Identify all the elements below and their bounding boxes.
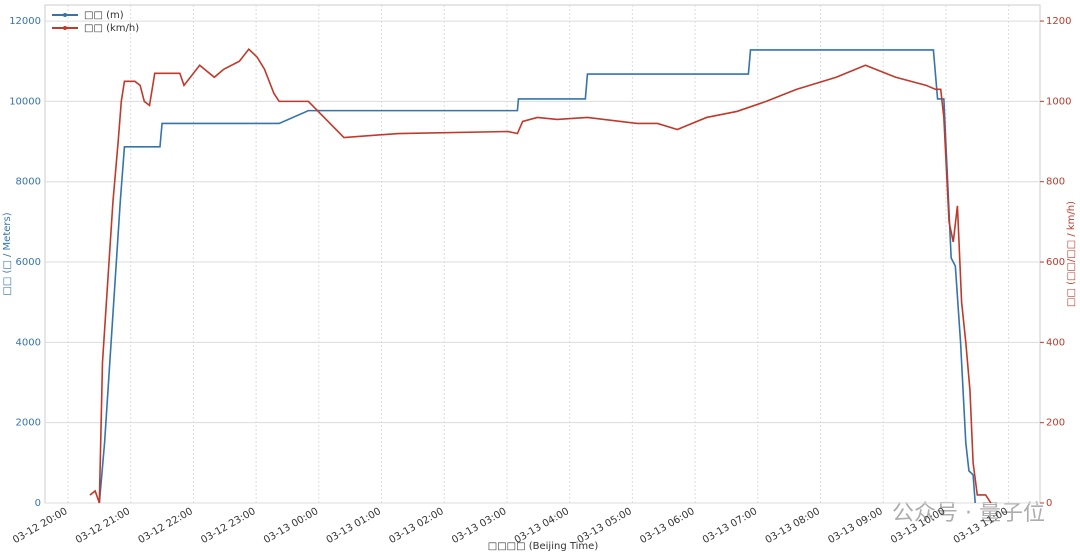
plot-area: [44, 4, 1041, 504]
watermark: 公众号 · 量子位: [892, 501, 1045, 526]
y-tick-label: 2000: [16, 418, 41, 429]
legend-marker: [63, 13, 67, 17]
y2-tick-label: 800: [1046, 177, 1065, 188]
x-tick-label: 03-12 23:00: [199, 506, 257, 546]
y2-tick-label: 0: [1046, 498, 1052, 509]
y-tick-label: 10000: [9, 96, 41, 107]
y2-tick-label: 400: [1046, 337, 1065, 348]
legend-label: □□ (m): [84, 10, 124, 21]
x-tick-label: 03-13 05:00: [576, 506, 634, 546]
x-tick-label: 03-13 02:00: [387, 506, 445, 546]
y-axis-label: □□ (□ / Meters): [2, 212, 13, 295]
y-tick-label: 8000: [16, 177, 41, 188]
x-tick-label: 03-13 01:00: [325, 506, 383, 546]
y-tick-label: 0: [35, 498, 41, 509]
x-tick-label: 03-13 09:00: [826, 506, 884, 546]
line: [89, 47, 992, 504]
y2-tick-label: 1000: [1046, 96, 1071, 107]
x-tick-label: 03-12 22:00: [137, 506, 195, 546]
legend-label: □□ (km/h): [84, 23, 139, 34]
y2-tick-label: 600: [1046, 257, 1065, 268]
line: [98, 49, 976, 504]
y2-tick-label: 200: [1046, 418, 1065, 429]
x-axis-label: □□□□ (Beijing Time): [488, 541, 599, 552]
y2-axis-label: □□ (□□/□□ / km/h): [1066, 201, 1077, 307]
x-tick-label: 03-12 21:00: [74, 506, 132, 546]
x-tick-label: 03-13 08:00: [764, 506, 822, 546]
x-tick-label: 03-13 06:00: [638, 506, 696, 546]
legend-marker: [63, 26, 67, 30]
y-tick-label: 12000: [9, 16, 41, 27]
x-tick-label: 03-13 00:00: [262, 506, 320, 546]
y-tick-label: 4000: [16, 337, 41, 348]
x-tick-label: 03-13 07:00: [701, 506, 759, 546]
y2-tick-label: 1200: [1046, 16, 1071, 27]
x-tick-label: 03-12 20:00: [11, 506, 69, 546]
y-tick-label: 6000: [16, 257, 41, 268]
